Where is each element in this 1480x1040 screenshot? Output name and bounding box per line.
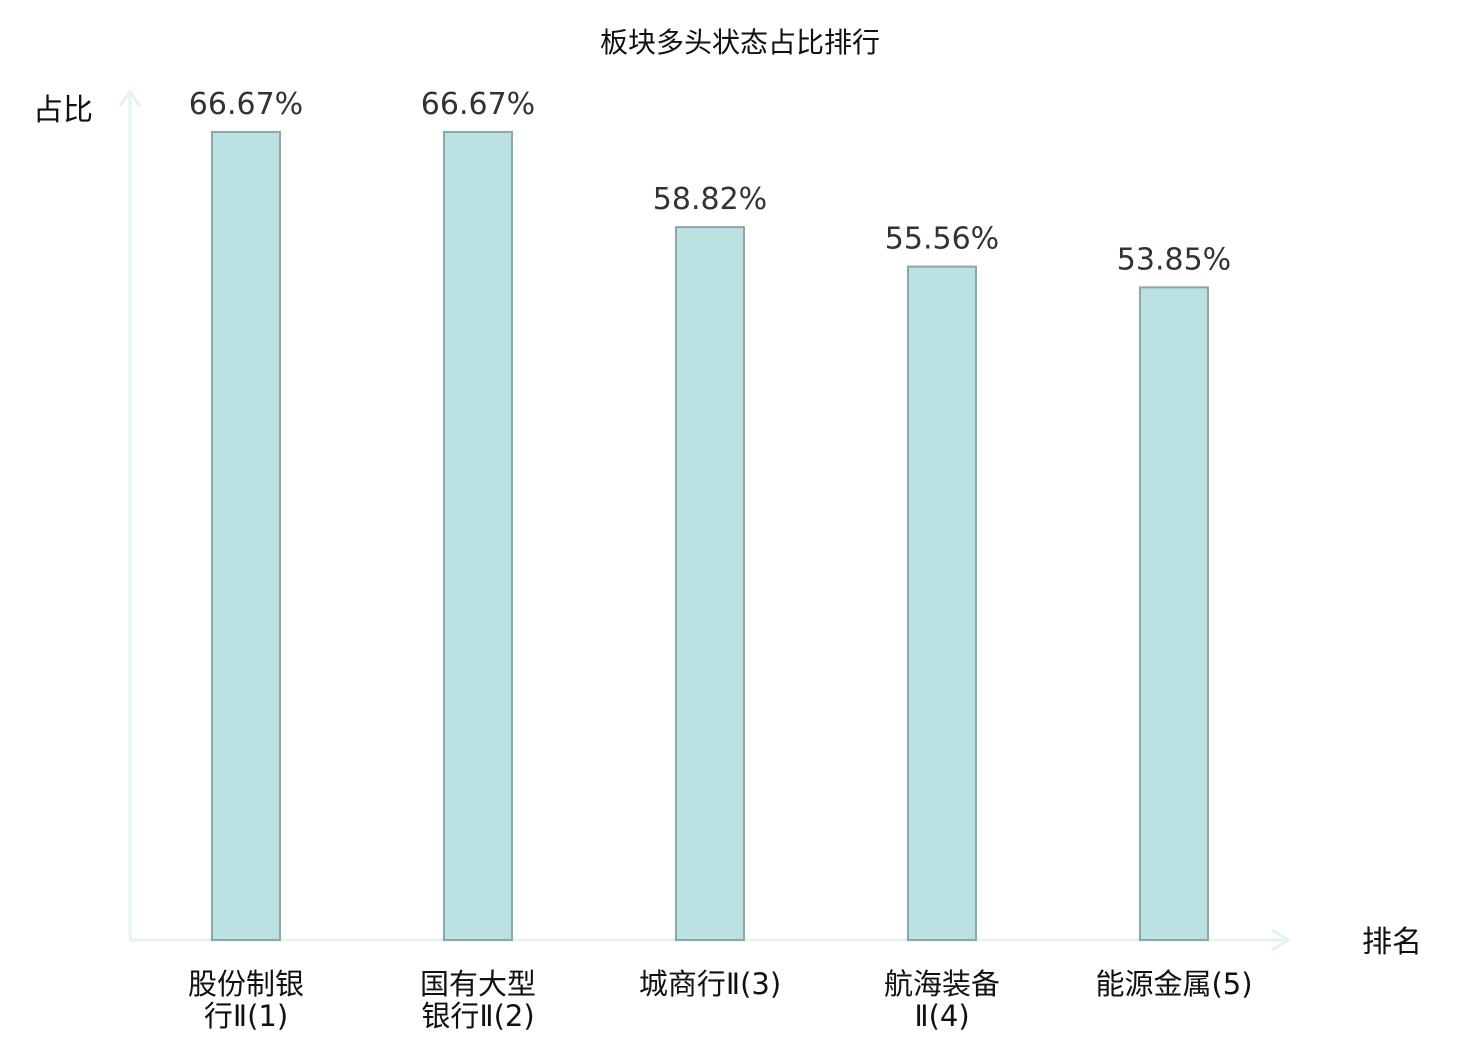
y-axis-label: 占比 bbox=[33, 93, 93, 128]
value-label-3: 58.82% bbox=[653, 182, 767, 217]
category-label-3-line-1: 城商行Ⅱ(3) bbox=[639, 967, 781, 1001]
category-label-1-line-1: 股份制银 bbox=[188, 967, 304, 1001]
bar-2[interactable] bbox=[443, 130, 513, 941]
x-axis-label: 排名 bbox=[1362, 925, 1422, 960]
category-label-1-line-2: 行Ⅱ(1) bbox=[204, 999, 288, 1033]
category-label-2-line-1: 国有大型 bbox=[420, 967, 536, 1001]
category-label-5-line-1: 能源金属(5) bbox=[1095, 967, 1252, 1001]
chart-title: 板块多头状态占比排行 bbox=[600, 26, 880, 59]
bar-series bbox=[211, 130, 1209, 941]
value-label-2: 66.67% bbox=[421, 87, 535, 122]
value-labels: 66.67% 66.67% 58.82% 55.56% 53.85% bbox=[189, 87, 1231, 277]
category-label-4-line-1: 航海装备 bbox=[884, 967, 1000, 1001]
bar-5[interactable] bbox=[1139, 286, 1209, 941]
bar-3[interactable] bbox=[675, 226, 745, 941]
bar-4[interactable] bbox=[907, 265, 977, 941]
x-axis-arrow-icon bbox=[1271, 928, 1291, 952]
value-label-1: 66.67% bbox=[189, 87, 303, 122]
y-axis-arrow-icon bbox=[118, 89, 142, 107]
category-label-2-line-2: 银行Ⅱ(2) bbox=[421, 999, 534, 1033]
value-label-5: 53.85% bbox=[1117, 242, 1231, 277]
bar-1[interactable] bbox=[211, 130, 281, 941]
value-label-4: 55.56% bbox=[885, 222, 999, 257]
category-label-4-line-2: Ⅱ(4) bbox=[914, 999, 969, 1033]
